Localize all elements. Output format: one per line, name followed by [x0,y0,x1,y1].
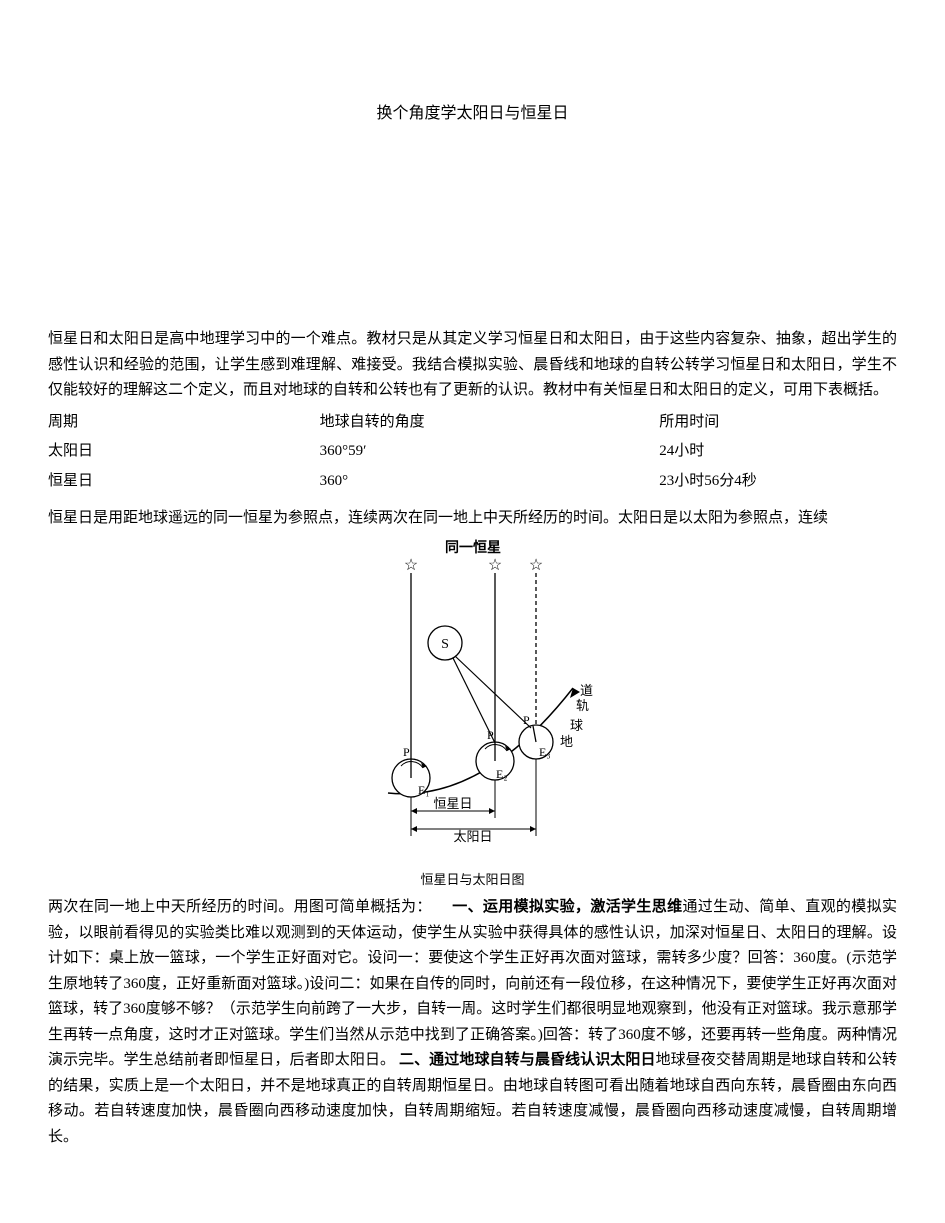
sun-label: S [441,637,449,652]
e3-label: E₃ [539,745,551,759]
diagram-container: 同一恒星 ☆ ☆ ☆ S 道 轨 球 地 P E₁ P E₂ [48,538,897,892]
sidereal-label: 恒星日 [433,796,472,811]
body-lead: 两次在同一地上中天所经历的时间。用图可简单概括为： [48,899,432,915]
solar-label: 太阳日 [453,829,492,844]
table-row: 周期 地球自转的角度 所用时间 [48,408,897,438]
table-cell: 360° [320,467,660,497]
section-heading-1: 一、运用模拟实验，激活学生思维 [452,899,682,915]
table-header-cell: 周期 [48,408,320,438]
star-icon: ☆ [528,557,542,574]
section-heading-2: 二、通过地球自转与晨昏线认识太阳日 [399,1052,656,1068]
para-after-table: 恒星日是用距地球遥远的同一恒星为参照点，连续两次在同一地上中天所经历的时间。太阳… [48,506,897,532]
orbit-label: 球 [570,718,583,733]
orbit-label: 地 [560,734,573,749]
main-body: 两次在同一地上中天所经历的时间。用图可简单概括为： 一、运用模拟实验，激活学生思… [48,895,897,1150]
e1-label: E₁ [418,783,430,797]
table-header-cell: 所用时间 [659,408,897,438]
page-title: 换个角度学太阳日与恒星日 [48,100,897,127]
body-p1: 通过生动、简单、直观的模拟实验，以眼前看得见的实验类比难以观测到的天体运动，使学… [48,899,897,1068]
e2-label: E₂ [496,767,508,781]
sidereal-solar-diagram: 同一恒星 ☆ ☆ ☆ S 道 轨 球 地 P E₁ P E₂ [333,538,613,858]
diagram-top-label: 同一恒星 [445,539,501,556]
p-label: P [403,745,410,759]
orbit-label: 轨 [576,698,589,713]
table-cell: 360°59′ [320,437,660,467]
table-cell: 恒星日 [48,467,320,497]
table-cell: 24小时 [659,437,897,467]
p-label: P [523,713,530,727]
definition-table: 周期 地球自转的角度 所用时间 太阳日 360°59′ 24小时 恒星日 360… [48,408,897,497]
table-cell: 23小时56分4秒 [659,467,897,497]
diagram-caption: 恒星日与太阳日图 [48,869,897,891]
star-icon: ☆ [487,557,501,574]
table-row: 太阳日 360°59′ 24小时 [48,437,897,467]
table-row: 恒星日 360° 23小时56分4秒 [48,467,897,497]
intro-paragraph: 恒星日和太阳日是高中地理学习中的一个难点。教材只是从其定义学习恒星日和太阳日，由… [48,327,897,404]
table-header-cell: 地球自转的角度 [320,408,660,438]
orbit-label: 道 [580,683,593,698]
star-icon: ☆ [403,557,417,574]
table-cell: 太阳日 [48,437,320,467]
